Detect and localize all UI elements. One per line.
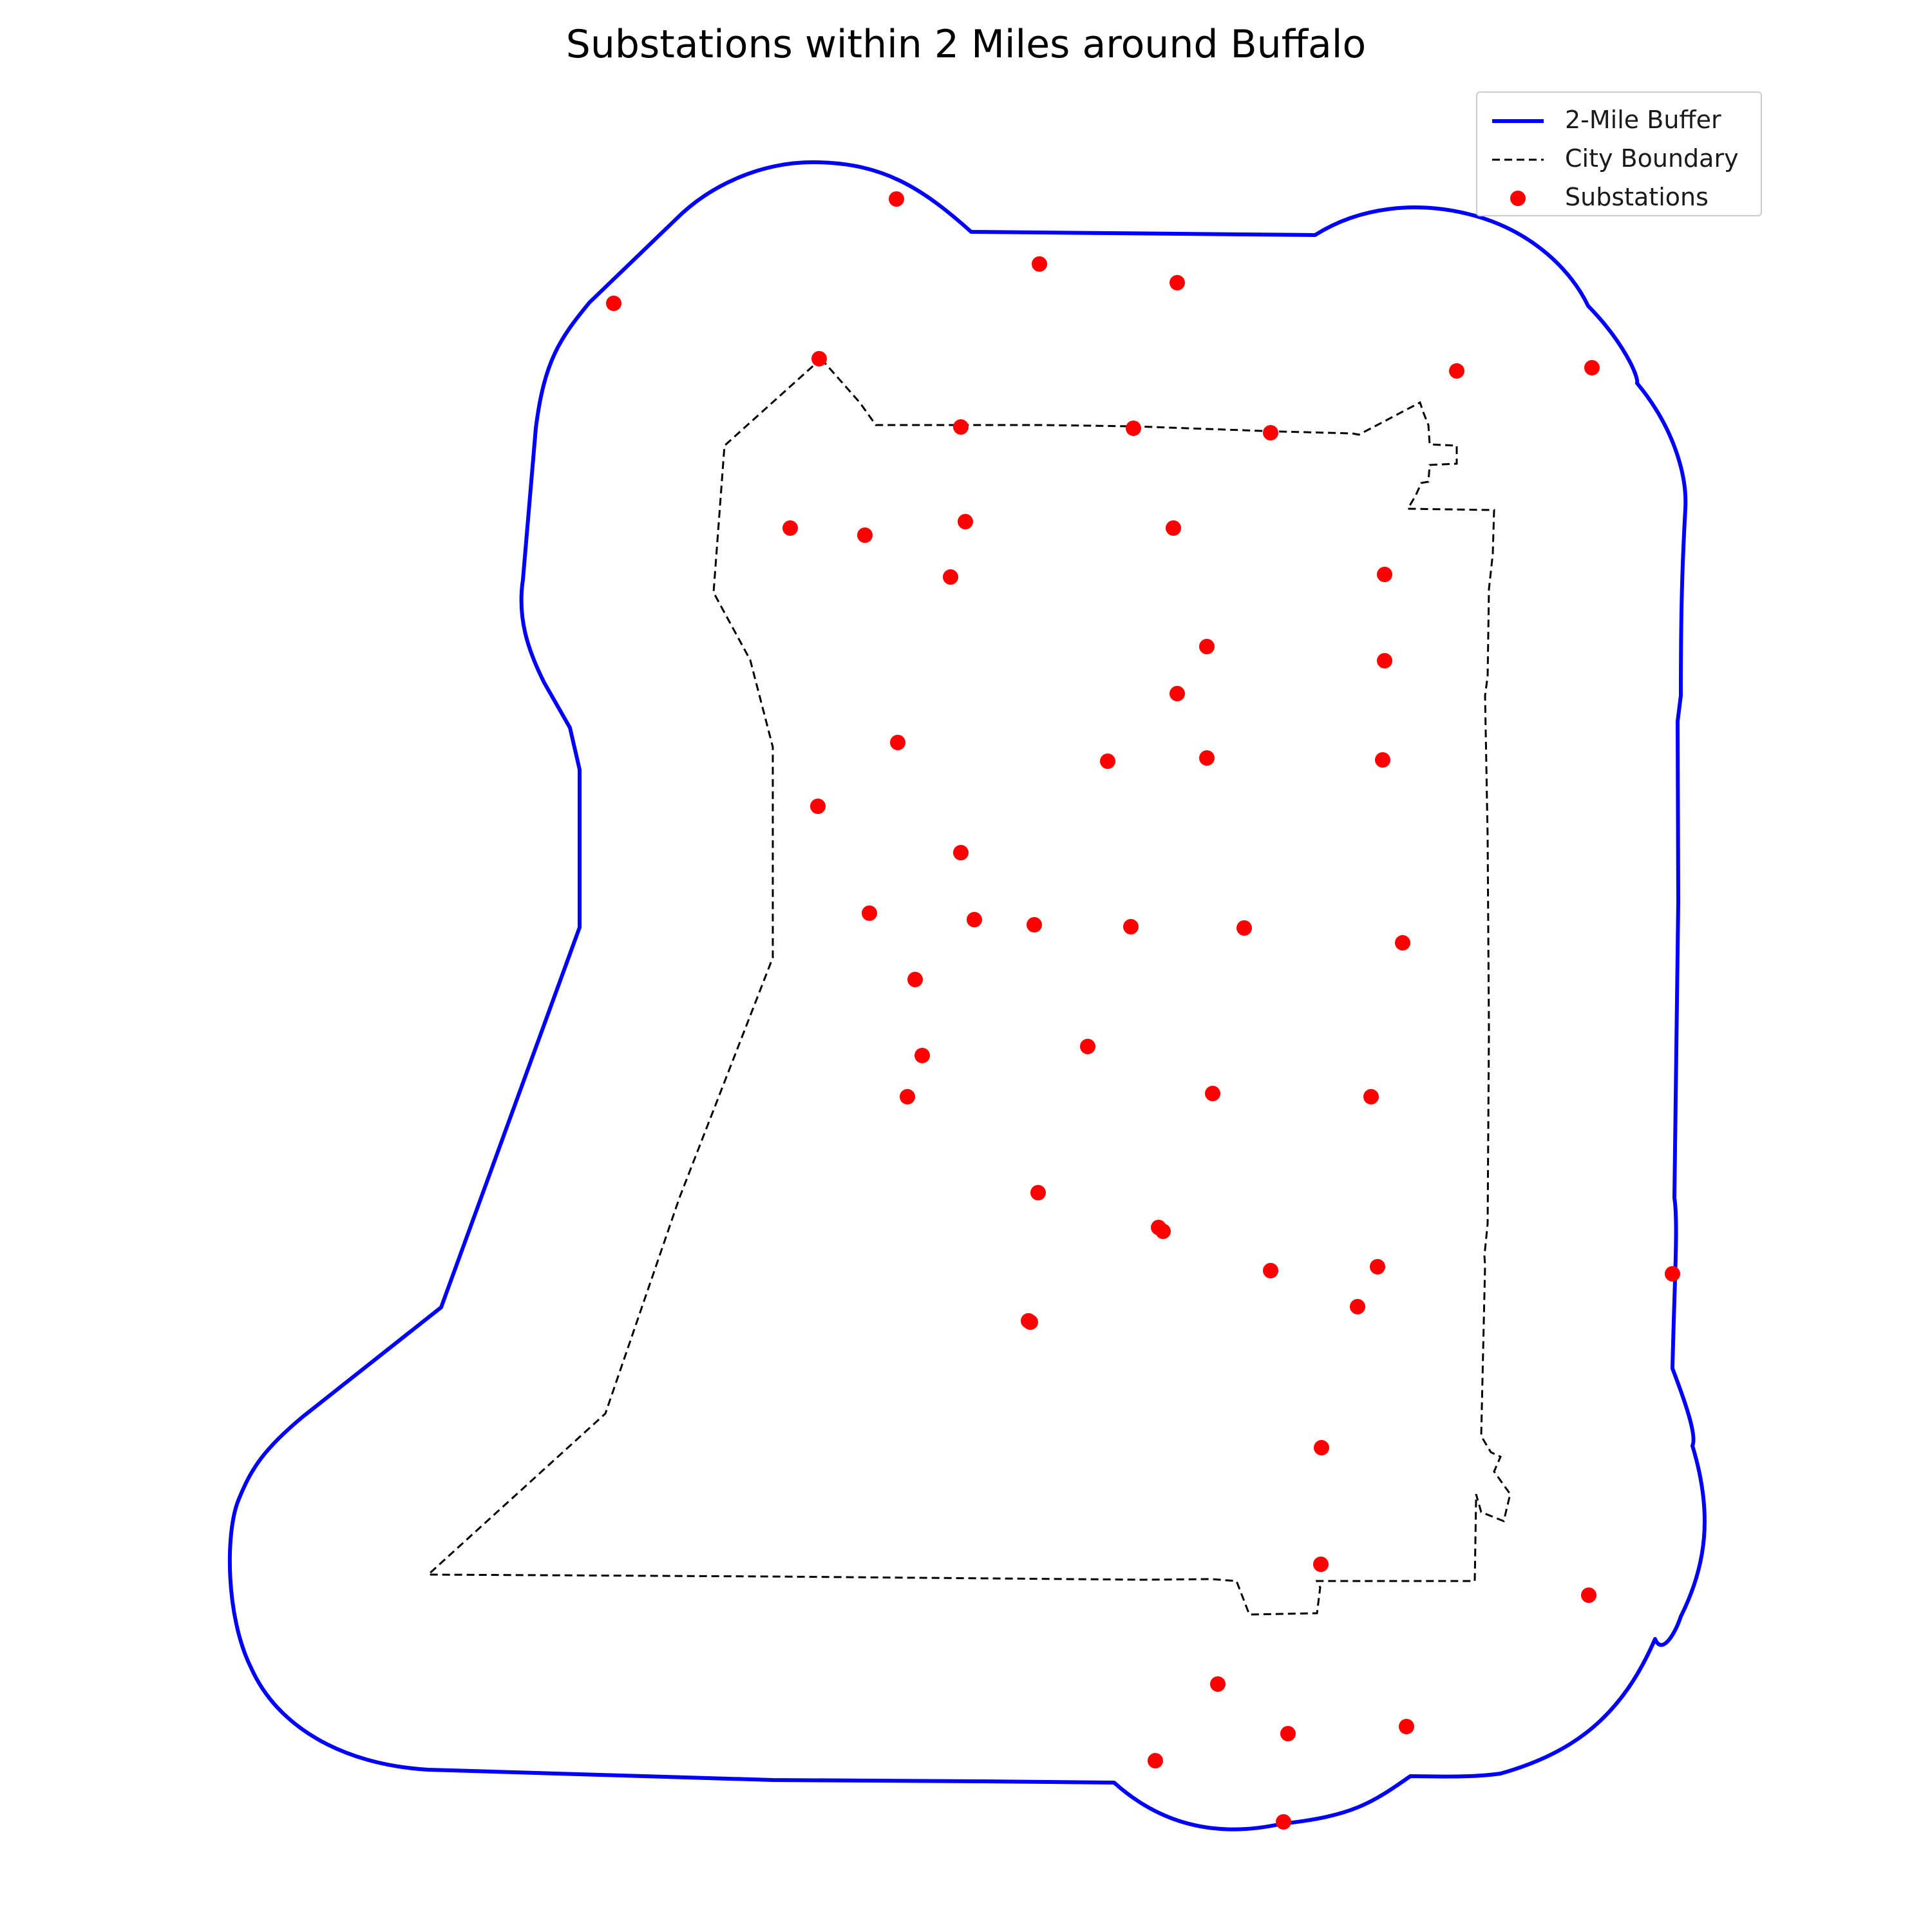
substation-marker	[1123, 919, 1139, 934]
substation-marker	[1665, 1266, 1680, 1282]
substation-marker	[1263, 425, 1278, 440]
substation-marker	[1313, 1557, 1329, 1572]
substation-marker	[1280, 1726, 1296, 1741]
substation-marker	[782, 520, 798, 536]
substation-marker	[1205, 1086, 1220, 1101]
substation-marker	[1377, 653, 1392, 668]
substation-marker	[1155, 1224, 1171, 1239]
legend-swatch-boundary	[1492, 158, 1544, 161]
substation-marker	[958, 514, 973, 529]
map-legend: 2-Mile Buffer City Boundary Substations	[1476, 91, 1762, 216]
legend-item-substations: Substations	[1477, 179, 1761, 218]
legend-item-buffer: 2-Mile Buffer	[1477, 102, 1761, 140]
substation-marker	[1166, 520, 1181, 536]
substation-marker	[943, 569, 958, 585]
substation-marker	[1170, 686, 1185, 701]
substation-marker	[1032, 256, 1047, 272]
substation-marker	[1581, 1587, 1596, 1603]
substation-marker	[1584, 360, 1600, 375]
substation-marker	[1350, 1299, 1365, 1314]
substation-marker	[1236, 920, 1252, 936]
substation-marker	[1395, 935, 1410, 951]
substation-marker	[914, 1048, 930, 1063]
city-boundary	[426, 357, 1511, 1616]
legend-swatch-buffer	[1492, 119, 1544, 123]
substation-marker	[1126, 421, 1141, 436]
map-title: Substations within 2 Miles around Buffal…	[565, 22, 1367, 67]
substation-marker	[953, 845, 969, 860]
substation-marker	[1170, 275, 1185, 290]
substation-marker	[1148, 1753, 1163, 1768]
buffer-outline	[227, 160, 1707, 1832]
substation-marker	[1399, 1719, 1414, 1734]
substation-layer	[606, 191, 1680, 1830]
substation-marker	[811, 351, 827, 366]
substation-marker	[907, 972, 923, 987]
substation-marker	[1377, 567, 1392, 582]
substation-marker	[1021, 1313, 1036, 1329]
substation-marker	[1199, 639, 1215, 654]
substation-marker	[1030, 1185, 1046, 1200]
legend-label-buffer: 2-Mile Buffer	[1565, 106, 1721, 134]
substation-marker	[967, 912, 982, 927]
substation-marker	[1027, 917, 1042, 933]
substation-marker	[1314, 1440, 1329, 1455]
substation-marker	[1276, 1814, 1291, 1830]
legend-item-boundary: City Boundary	[1477, 140, 1761, 179]
substation-marker	[810, 799, 826, 814]
substation-marker	[1080, 1039, 1095, 1054]
substation-marker	[1363, 1089, 1379, 1104]
substation-marker	[862, 905, 877, 921]
legend-swatch-substations	[1510, 191, 1526, 206]
substation-marker	[857, 527, 873, 543]
substation-marker	[890, 735, 905, 750]
substation-marker	[1375, 752, 1390, 768]
legend-label-substations: Substations	[1565, 183, 1709, 211]
substation-marker	[900, 1089, 915, 1104]
substation-marker	[889, 191, 904, 207]
substation-marker	[606, 296, 621, 311]
substation-marker	[1263, 1263, 1278, 1278]
substation-marker	[1370, 1259, 1385, 1274]
substation-marker	[953, 419, 969, 435]
substation-marker	[1210, 1676, 1226, 1692]
substation-marker	[1100, 753, 1115, 769]
legend-label-boundary: City Boundary	[1565, 144, 1739, 173]
substation-marker	[1199, 750, 1215, 766]
substation-marker	[1449, 363, 1464, 379]
